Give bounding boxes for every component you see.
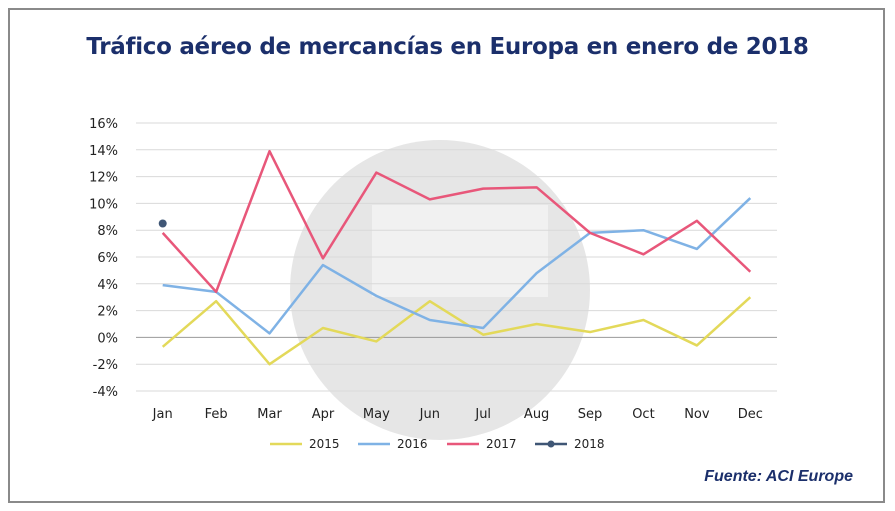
series-line-2016 — [162, 197, 752, 335]
x-tick-label: Oct — [632, 407, 654, 422]
legend-label-2016: 2016 — [397, 437, 428, 451]
series-line-2017 — [161, 149, 752, 294]
y-tick-label: -4% — [93, 385, 118, 400]
x-tick-label: Jul — [474, 407, 491, 422]
x-tick-label: Sep — [578, 407, 603, 422]
x-tick-label: Jun — [419, 407, 440, 422]
y-tick-label: 2% — [97, 305, 118, 320]
legend-marker-2018 — [547, 440, 555, 448]
series-line-2015 — [161, 296, 752, 366]
chart-title: Tráfico aéreo de mercancías en Europa en… — [86, 34, 809, 60]
legend-label-2018: 2018 — [574, 437, 605, 451]
series-point-2018 — [158, 219, 167, 228]
x-tick-label: May — [363, 407, 390, 422]
x-tick-label: Aug — [524, 407, 549, 422]
chart-frame — [8, 8, 885, 503]
y-tick-label: -2% — [93, 358, 118, 373]
y-tick-label: 8% — [97, 224, 118, 239]
legend-label-2015: 2015 — [309, 437, 340, 451]
x-tick-label: Apr — [312, 407, 335, 422]
x-tick-label: Dec — [738, 407, 763, 422]
y-tick-label: 4% — [97, 278, 118, 293]
x-tick-label: Nov — [684, 407, 710, 422]
y-tick-label: 16% — [89, 117, 118, 132]
y-tick-label: 10% — [89, 197, 118, 212]
y-tick-label: 14% — [89, 144, 118, 159]
legend-label-2017: 2017 — [486, 437, 517, 451]
y-tick-label: 0% — [97, 331, 118, 346]
y-tick-label: 12% — [89, 171, 118, 186]
y-tick-label: 6% — [97, 251, 118, 266]
x-tick-label: Feb — [205, 407, 228, 422]
x-tick-label: Mar — [257, 407, 282, 422]
source-note: Fuente: ACI Europe — [704, 468, 853, 485]
watermark — [290, 140, 590, 440]
x-tick-label: Jan — [152, 407, 173, 422]
